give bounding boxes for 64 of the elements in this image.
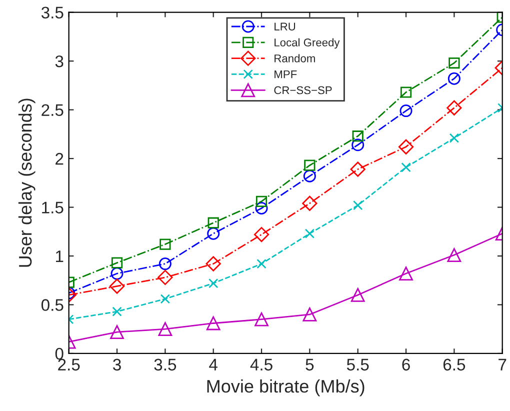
- x-tick-label: 4.5: [250, 358, 272, 371]
- point: [304, 228, 315, 238]
- x-tick-label: 5: [306, 358, 314, 371]
- y-tick-label: 3.5: [41, 6, 64, 19]
- legend-label: CR−SS−SP: [274, 86, 332, 94]
- x-tick-label: 6: [402, 358, 410, 371]
- point: [446, 100, 462, 116]
- point: [158, 270, 173, 286]
- x-tick-label: 7: [498, 358, 506, 370]
- point: [160, 294, 170, 304]
- x-axis-title: Movie bitrate (Mb/s): [207, 379, 364, 396]
- point: [160, 238, 171, 250]
- y-tick-label: 3: [55, 55, 64, 68]
- y-tick-label: 2: [56, 152, 64, 165]
- point: [449, 133, 460, 143]
- point: [399, 266, 413, 280]
- point: [398, 139, 414, 154]
- point: [448, 57, 460, 69]
- y-tick-label: 1.5: [42, 202, 64, 214]
- x-tick-label: 6.5: [443, 358, 466, 371]
- point: [448, 72, 460, 85]
- y-tick-label: 2.5: [42, 104, 64, 116]
- point: [110, 325, 124, 339]
- point: [111, 257, 123, 268]
- point: [254, 226, 270, 242]
- point: [256, 196, 268, 207]
- point: [208, 278, 218, 288]
- point: [352, 200, 363, 210]
- point: [206, 316, 220, 330]
- point: [401, 162, 411, 172]
- point: [352, 138, 364, 152]
- legend-label: MPF: [274, 70, 297, 78]
- x-tick-label: 3: [113, 358, 121, 371]
- point: [208, 217, 219, 228]
- point: [303, 170, 316, 182]
- y-tick-label: 0.5: [41, 299, 64, 311]
- point: [206, 256, 221, 272]
- x-tick-label: 4: [209, 358, 218, 370]
- point: [447, 248, 462, 262]
- point: [254, 312, 268, 326]
- point: [112, 306, 122, 316]
- point: [352, 130, 364, 142]
- x-tick-label: 5.5: [346, 358, 369, 371]
- y-tick-label: 0: [55, 348, 64, 360]
- point: [207, 227, 220, 240]
- legend-label: Local Greedy: [274, 38, 340, 49]
- point: [400, 86, 412, 98]
- y-tick-label: 1: [56, 250, 64, 262]
- point: [256, 258, 266, 269]
- point: [158, 322, 172, 336]
- point: [350, 288, 365, 302]
- point: [350, 162, 366, 177]
- point: [302, 308, 317, 322]
- point: [302, 196, 318, 211]
- point: [304, 160, 316, 171]
- point: [400, 104, 412, 118]
- point: [110, 267, 124, 280]
- y-axis-title: User delay (seconds): [18, 98, 36, 267]
- point: [109, 278, 125, 294]
- legend-label: Random: [274, 54, 315, 62]
- x-tick-label: 3.5: [154, 358, 176, 371]
- legend-label: LRU: [274, 22, 296, 30]
- point: [255, 202, 268, 214]
- point: [158, 258, 172, 270]
